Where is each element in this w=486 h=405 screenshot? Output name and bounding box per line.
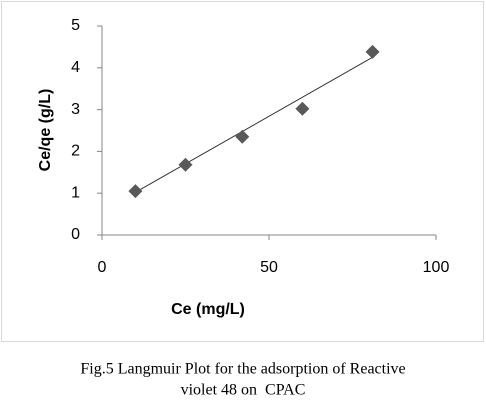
point: [365, 44, 380, 59]
y-axis-title: Ce/qe (g/L): [37, 89, 54, 172]
y-tick-label: 5: [71, 17, 80, 34]
x-tick-label: 0: [98, 259, 107, 276]
y-tick-label: 4: [71, 59, 80, 76]
point: [235, 129, 250, 144]
x-axis-title: Ce (mg/L): [171, 301, 245, 318]
trendline: [135, 56, 373, 193]
x-tick-label: 100: [423, 259, 450, 276]
y-tick-label: 3: [71, 101, 80, 118]
y-tick-label: 0: [71, 226, 80, 243]
y-tick-label: 1: [71, 184, 80, 201]
caption-line: violet 48 on CPAC: [181, 382, 306, 399]
point: [128, 184, 143, 199]
point: [295, 101, 310, 116]
chart-border: [1, 1, 484, 342]
point: [178, 157, 193, 172]
caption-line: Fig.5 Langmuir Plot for the adsorption o…: [80, 361, 405, 378]
x-tick-label: 50: [260, 259, 278, 276]
y-tick-label: 2: [71, 143, 80, 160]
